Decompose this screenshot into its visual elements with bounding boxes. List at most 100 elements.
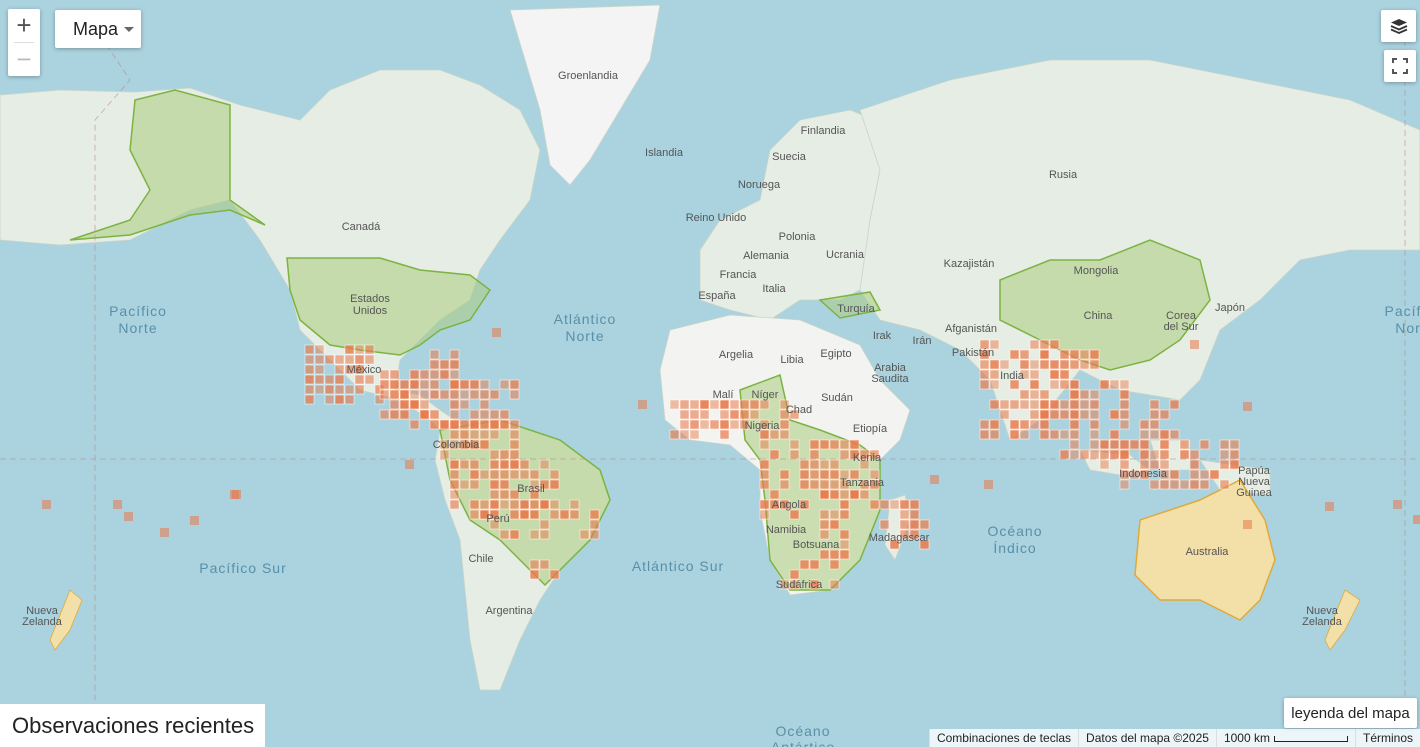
observation-cell[interactable] [979,339,990,350]
observation-cell[interactable] [479,419,490,430]
observation-cell[interactable] [1109,379,1120,390]
observation-cell[interactable] [759,469,770,480]
observation-cell[interactable] [1009,419,1020,430]
observation-cell[interactable] [899,519,910,530]
observation-cell[interactable] [749,399,760,410]
observation-cell[interactable] [999,409,1010,420]
observation-cell[interactable] [399,409,410,420]
observation-cell[interactable] [1413,515,1420,524]
observation-cell[interactable] [399,389,410,400]
observation-cell[interactable] [1149,399,1160,410]
observation-cell[interactable] [499,449,510,460]
observation-cell[interactable] [549,569,560,580]
observation-cell[interactable] [519,469,530,480]
observation-cell[interactable] [499,479,510,490]
observation-cell[interactable] [304,344,315,355]
observation-cell[interactable] [449,379,460,390]
observation-cell[interactable] [304,374,315,385]
observation-cell[interactable] [1059,349,1070,360]
observation-cell[interactable] [1129,439,1140,450]
observation-cell[interactable] [1009,399,1020,410]
observation-cell[interactable] [529,559,540,570]
observation-cell[interactable] [499,419,510,430]
observation-cell[interactable] [739,419,750,430]
observation-cell[interactable] [979,419,990,430]
observation-cell[interactable] [389,399,400,410]
observation-cell[interactable] [449,349,460,360]
observation-cell[interactable] [479,509,490,520]
observation-cell[interactable] [1059,379,1070,390]
observation-cell[interactable] [1119,419,1130,430]
observation-cell[interactable] [449,469,460,480]
observation-cell[interactable] [1119,389,1130,400]
observation-cell[interactable] [334,394,345,405]
observation-cell[interactable] [839,439,850,450]
observation-cell[interactable] [829,469,840,480]
observation-cell[interactable] [789,579,800,590]
observation-cell[interactable] [1099,459,1110,470]
observation-cell[interactable] [1059,429,1070,440]
observation-cell[interactable] [439,369,450,380]
observation-cell[interactable] [314,354,325,365]
observation-cell[interactable] [1393,500,1402,509]
observation-cell[interactable] [1199,469,1210,480]
observation-cell[interactable] [479,429,490,440]
observation-cell[interactable] [1099,449,1110,460]
fullscreen-button[interactable] [1384,50,1416,82]
observation-cell[interactable] [124,512,133,521]
observation-cell[interactable] [1119,459,1130,470]
observation-cell[interactable] [638,400,647,409]
observation-cell[interactable] [489,389,500,400]
observation-cell[interactable] [799,469,810,480]
observation-cell[interactable] [829,579,840,590]
observation-cell[interactable] [539,479,550,490]
observation-cell[interactable] [344,384,355,395]
observation-cell[interactable] [930,475,939,484]
observation-cell[interactable] [689,419,700,430]
observation-cell[interactable] [799,499,810,510]
map-legend-button[interactable]: leyenda del mapa [1284,698,1417,728]
observation-cell[interactable] [1169,399,1180,410]
observation-cell[interactable] [1159,449,1170,460]
observation-cell[interactable] [334,364,345,375]
observation-cell[interactable] [759,459,770,470]
observation-cell[interactable] [429,349,440,360]
observation-cell[interactable] [469,479,480,490]
observation-cell[interactable] [899,529,910,540]
observation-cell[interactable] [989,429,1000,440]
observation-cell[interactable] [989,359,1000,370]
observation-cell[interactable] [1069,389,1080,400]
observation-cell[interactable] [1119,379,1130,390]
observation-cell[interactable] [1089,349,1100,360]
observation-cell[interactable] [1029,399,1040,410]
observation-cell[interactable] [979,349,990,360]
observation-cell[interactable] [419,369,430,380]
observation-cell[interactable] [1089,389,1100,400]
observation-cell[interactable] [589,519,600,530]
observation-cell[interactable] [1039,399,1050,410]
observation-cell[interactable] [1019,349,1030,360]
observation-cell[interactable] [469,439,480,450]
observation-cell[interactable] [789,409,800,420]
observation-cell[interactable] [1199,479,1210,490]
observation-cell[interactable] [469,419,480,430]
observation-cell[interactable] [409,379,420,390]
observation-cell[interactable] [979,369,990,380]
observation-cell[interactable] [499,379,510,390]
observation-cell[interactable] [989,369,1000,380]
observation-cell[interactable] [1019,399,1030,410]
observation-cell[interactable] [449,489,460,500]
observation-cell[interactable] [113,500,122,509]
observation-cell[interactable] [1149,409,1160,420]
observation-cell[interactable] [1029,369,1040,380]
observation-cell[interactable] [769,429,780,440]
observation-cell[interactable] [679,399,690,410]
observation-cell[interactable] [1199,439,1210,450]
observation-cell[interactable] [1119,399,1130,410]
observation-cell[interactable] [1029,359,1040,370]
observation-cell[interactable] [439,389,450,400]
observation-cell[interactable] [519,509,530,520]
observation-cell[interactable] [809,439,820,450]
observation-cell[interactable] [354,384,365,395]
